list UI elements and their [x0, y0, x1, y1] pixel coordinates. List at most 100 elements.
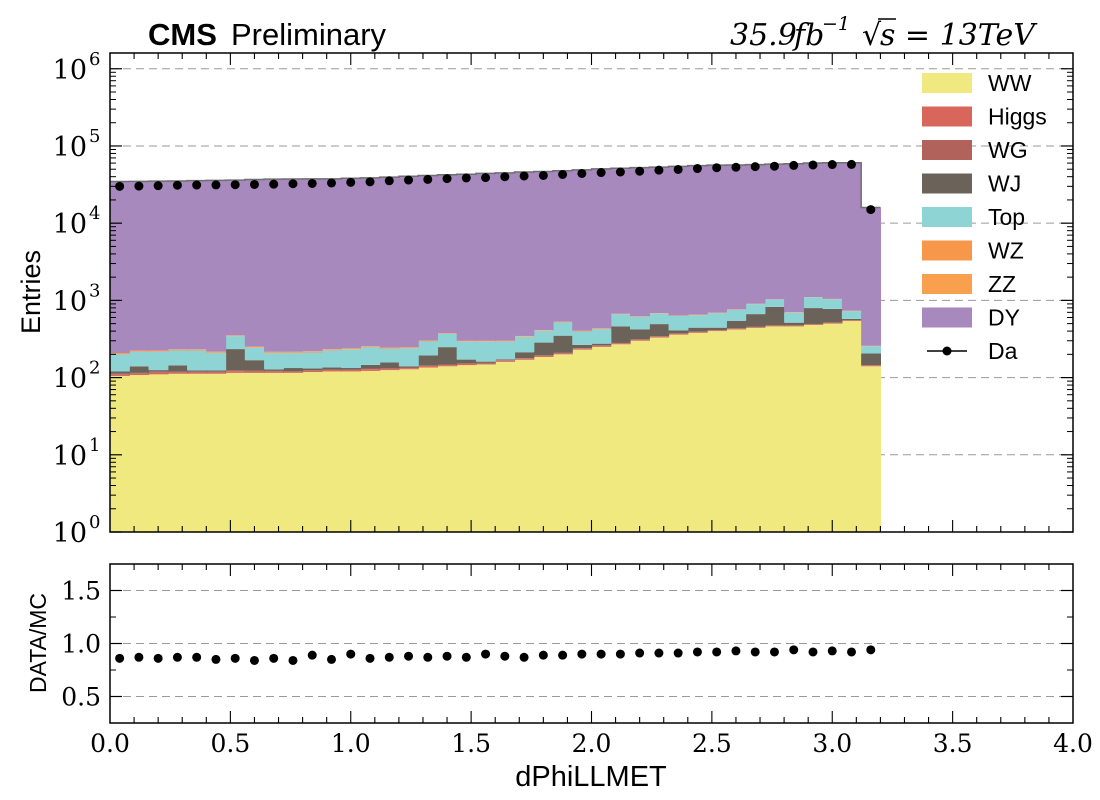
- ratio-point: [230, 653, 240, 663]
- data-point: [423, 174, 433, 184]
- bar-ww: [321, 371, 342, 532]
- main-y-tick-label: 10 1: [53, 435, 101, 472]
- bar-dy: [167, 180, 188, 350]
- bar-wg: [283, 371, 304, 373]
- ratio-point: [365, 653, 375, 663]
- bar-dy: [418, 175, 439, 341]
- bar-wz: [187, 349, 207, 351]
- main-y-tick-label: 10 4: [53, 203, 101, 240]
- sqrt-symbol: √: [862, 18, 882, 53]
- bar-higgs: [129, 373, 150, 376]
- bar-wj: [514, 352, 535, 359]
- bar-ww: [610, 344, 631, 532]
- x-tick-label: 0.0: [90, 729, 130, 758]
- ratio-point: [558, 650, 568, 660]
- ratio-point: [750, 647, 760, 657]
- bar-ww: [264, 372, 284, 532]
- bar-wz: [321, 349, 342, 351]
- bar-top: [264, 353, 284, 370]
- bar-top: [321, 350, 342, 368]
- bar-wg: [206, 371, 227, 373]
- bar-dy: [707, 165, 727, 313]
- ratio-point: [423, 652, 433, 662]
- bar-top: [187, 350, 207, 371]
- bar-dy: [437, 174, 458, 334]
- bar-dy: [302, 178, 323, 352]
- bar-higgs: [167, 372, 188, 374]
- bar-ww: [360, 370, 381, 532]
- legend-item-zz: ZZ: [922, 271, 1016, 297]
- data-point: [269, 179, 279, 189]
- y-tick-base: 10: [53, 55, 87, 86]
- ratio-point: [307, 650, 317, 660]
- bar-wj: [533, 342, 554, 356]
- legend-swatch: [922, 140, 972, 160]
- bar-wz: [206, 352, 227, 353]
- bar-wj: [861, 353, 881, 366]
- bar-dy: [206, 180, 227, 352]
- bar-wg: [398, 367, 419, 369]
- bar-ww: [187, 373, 207, 532]
- ratio-y-tick-label: 1.5: [61, 577, 101, 606]
- data-point: [326, 178, 336, 188]
- bar-dy: [495, 172, 516, 341]
- bar-dy: [129, 181, 150, 351]
- bar-dy: [552, 170, 573, 322]
- bar-ww: [726, 329, 747, 532]
- ratio-point: [847, 647, 857, 657]
- data-point: [500, 172, 510, 182]
- bar-wg: [187, 371, 207, 373]
- bar-top: [398, 348, 419, 367]
- ratio-point: [866, 645, 876, 655]
- data-point: [172, 180, 182, 190]
- data-point: [211, 180, 221, 190]
- data-point: [712, 163, 722, 173]
- bar-dy: [187, 180, 207, 350]
- data-point: [384, 176, 394, 186]
- legend-item-wz: WZ: [922, 238, 1024, 264]
- ratio-point: [192, 652, 202, 662]
- series-top: [110, 297, 881, 372]
- bar-higgs: [803, 324, 824, 325]
- ratio-point: [615, 649, 625, 659]
- legend-swatch: [922, 274, 972, 294]
- y-tick-base: 10: [53, 132, 87, 163]
- bar-top: [148, 351, 169, 371]
- data-point: [596, 168, 606, 178]
- bar-wj: [225, 349, 246, 371]
- bar-top: [206, 352, 227, 371]
- legend-label: DY: [988, 305, 1020, 331]
- bar-top: [129, 351, 150, 367]
- bar-ww: [784, 326, 804, 532]
- bar-top: [668, 315, 689, 331]
- y-tick-exponent: 1: [89, 435, 100, 456]
- bar-wz: [148, 351, 169, 352]
- lumi-exponent: −1: [822, 13, 850, 35]
- legend-item-top: Top: [922, 204, 1025, 230]
- bar-ww: [630, 340, 650, 532]
- bar-higgs: [302, 370, 323, 373]
- series-higgs: [110, 320, 881, 376]
- ratio-axis-ticks: [110, 564, 1073, 724]
- legend-label: WG: [988, 137, 1028, 163]
- bar-higgs: [533, 355, 554, 357]
- ratio-y-tick-labels: 0.5 1.0 1.5: [61, 577, 101, 712]
- bar-wg: [475, 362, 496, 364]
- bar-top: [514, 336, 535, 353]
- main-y-tick-label: 10 2: [53, 358, 101, 395]
- ratio-point: [153, 653, 163, 663]
- bar-wj: [283, 368, 304, 372]
- legend-data-marker: [942, 346, 952, 356]
- bar-dy: [764, 164, 785, 300]
- bar-top: [841, 311, 862, 319]
- bar-wz: [264, 352, 284, 354]
- bar-dy: [784, 163, 804, 313]
- bar-top: [745, 304, 766, 315]
- data-point: [847, 159, 857, 169]
- y-tick-exponent: 5: [89, 126, 100, 147]
- stack-total-outline: [110, 161, 881, 209]
- bar-higgs: [726, 328, 747, 330]
- bar-wj: [475, 361, 496, 363]
- y-tick-exponent: 6: [89, 49, 100, 70]
